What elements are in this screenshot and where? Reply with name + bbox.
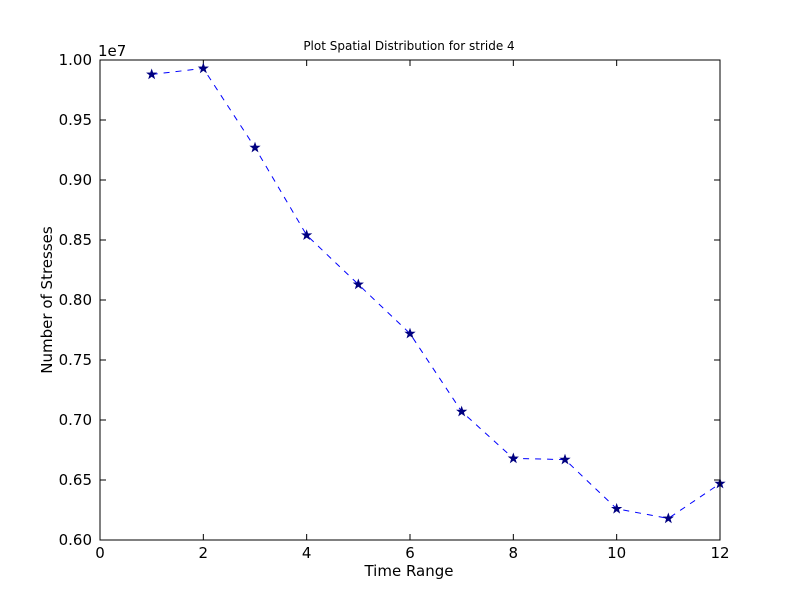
data-point-star-marker <box>301 229 313 240</box>
x-tick-label: 6 <box>405 544 415 562</box>
data-point-star-marker <box>404 327 416 339</box>
chart-title: Plot Spatial Distribution for stride 4 <box>303 39 514 53</box>
data-point-star-marker <box>146 68 158 80</box>
x-axis-label: Time Range <box>363 562 453 580</box>
data-point-star-marker <box>249 141 261 153</box>
x-axis-ticks: 0 2 4 6 8 10 12 <box>95 60 730 562</box>
y-tick-label: 0.95 <box>59 111 92 129</box>
x-tick-label: 0 <box>95 544 105 562</box>
x-tick-label: 2 <box>199 544 209 562</box>
series-line <box>151 67 721 519</box>
series-layer <box>146 62 726 524</box>
y-tick-label: 1.00 <box>59 51 92 69</box>
data-point-star-marker <box>662 512 674 524</box>
y-tick-label: 0.90 <box>59 171 92 189</box>
data-point-star-marker <box>559 453 571 465</box>
y-axis-offset-label: 1e7 <box>98 42 126 60</box>
data-point-star-marker <box>197 62 209 74</box>
x-tick-label: 12 <box>710 544 729 562</box>
y-tick-label: 0.75 <box>59 351 92 369</box>
data-point-star-marker <box>456 405 468 417</box>
data-point-star-marker <box>507 452 519 464</box>
y-axis-label: Number of Stresses <box>38 226 56 374</box>
x-tick-label: 10 <box>607 544 626 562</box>
y-tick-label: 0.65 <box>59 471 92 489</box>
x-tick-label: 4 <box>302 544 312 562</box>
y-tick-label: 0.70 <box>59 411 92 429</box>
y-tick-label: 0.80 <box>59 291 92 309</box>
y-tick-label: 0.85 <box>59 231 92 249</box>
plot-area-frame <box>99 59 721 541</box>
data-point-star-marker <box>352 278 364 290</box>
y-tick-label: 0.60 <box>59 531 92 549</box>
data-point-star-marker <box>611 502 623 514</box>
x-tick-label: 8 <box>509 544 519 562</box>
